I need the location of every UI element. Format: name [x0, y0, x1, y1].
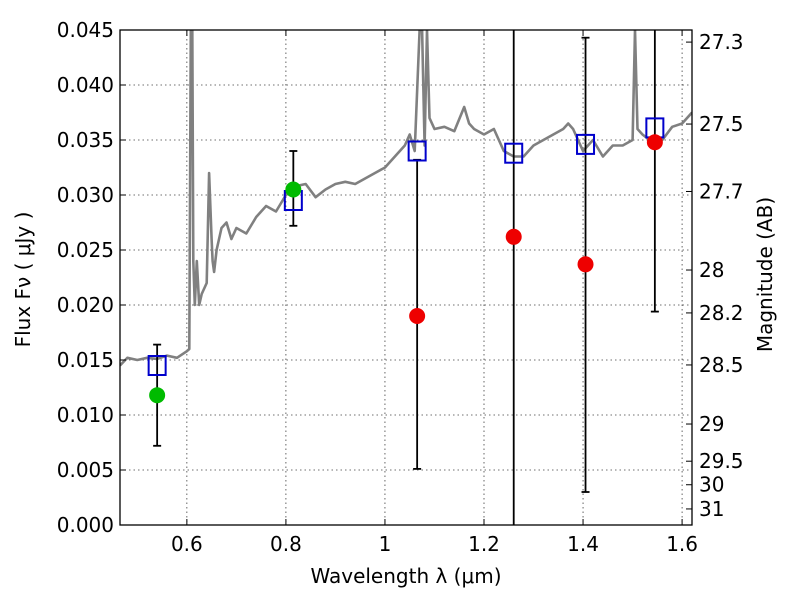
- right-tick-label: 28.2: [699, 301, 744, 325]
- x-tick-label: 1.6: [666, 532, 698, 556]
- bandpass-square: [504, 142, 524, 164]
- x-axis-label: Wavelength λ (μm): [310, 564, 501, 588]
- y-tick-label: 0.030: [57, 183, 114, 207]
- y-tick-label: 0.015: [57, 348, 114, 372]
- right-tick-label: 30: [699, 473, 724, 497]
- x-tick-label: 1.2: [468, 532, 500, 556]
- right-tick-label: 29.5: [699, 449, 744, 473]
- detection-point: [285, 181, 302, 198]
- y-tick-label: 0.035: [57, 128, 114, 152]
- y-axis-label: Flux Fν ( μJy ): [11, 212, 35, 348]
- right-tick-label: 28.5: [699, 353, 744, 377]
- bandpass-square: [407, 140, 427, 162]
- y-tick-label: 0.005: [57, 458, 114, 482]
- measurement-point: [577, 256, 594, 273]
- x-tick-label: 0.8: [270, 532, 302, 556]
- x-tick-label: 1.4: [567, 532, 599, 556]
- right-axis-label: Magnitude (AB): [753, 197, 777, 352]
- measurement-point: [646, 134, 663, 151]
- measurement-point: [505, 228, 522, 245]
- right-tick-label: 31: [699, 497, 724, 521]
- plot-series: [120, 30, 692, 525]
- y-tick-label: 0.025: [57, 238, 114, 262]
- bandpass-square: [147, 355, 167, 376]
- bandpass-square: [576, 133, 596, 155]
- plot-frame: [119, 29, 693, 526]
- detection-point: [149, 387, 166, 404]
- right-tick-label: 29: [699, 412, 724, 436]
- x-tick-label: 1: [379, 532, 392, 556]
- right-tick-label: 27.3: [699, 30, 744, 54]
- y-tick-label: 0.000: [57, 513, 114, 537]
- y-tick-label: 0.045: [57, 18, 114, 42]
- y-tick-label: 0.040: [57, 73, 114, 97]
- model-sed-line: [120, 30, 692, 367]
- right-tick-label: 27.7: [699, 179, 744, 203]
- x-tick-label: 0.6: [171, 532, 203, 556]
- measurement-point: [409, 308, 426, 324]
- right-tick-label: 28: [699, 258, 724, 282]
- right-tick-label: 27.5: [699, 112, 744, 136]
- axis-ticks: 0.6 0.8 1 1.2 1.4 1.6 0.000 0.005 0.010 0.015 0.02…: [57, 18, 744, 556]
- y-tick-label: 0.020: [57, 293, 114, 317]
- y-tick-label: 0.010: [57, 403, 114, 427]
